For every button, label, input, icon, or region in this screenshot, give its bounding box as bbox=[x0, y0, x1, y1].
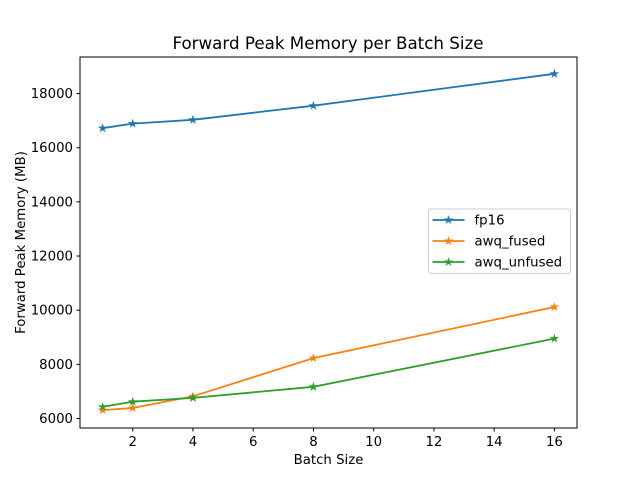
series-marker-awq_fused bbox=[127, 402, 138, 413]
legend-label-fp16: fp16 bbox=[475, 214, 505, 229]
legend-box bbox=[428, 208, 571, 274]
series-line-awq_fused bbox=[101, 306, 556, 412]
legend: fp16 awq_fused awq_unfused bbox=[428, 208, 571, 274]
y-tick-label: 18000 bbox=[31, 87, 73, 102]
series-marker-awq_unfused bbox=[97, 401, 108, 411]
series-marker-fp16 bbox=[127, 118, 138, 128]
series-line-fp16 bbox=[101, 72, 556, 130]
y-tick-label: 16000 bbox=[31, 141, 73, 156]
chart-title: Forward Peak Memory per Batch Size bbox=[172, 33, 483, 53]
axes-frame bbox=[79, 56, 578, 429]
x-tick-label: 4 bbox=[189, 435, 197, 450]
x-tick-label: 12 bbox=[425, 435, 442, 450]
legend-label-awq_fused: awq_fused bbox=[475, 235, 546, 250]
y-axis-label: Forward Peak Memory (MB) bbox=[14, 151, 29, 334]
series-marker-fp16 bbox=[549, 68, 560, 78]
x-axis-label: Batch Size bbox=[294, 453, 364, 468]
series-marker-awq_unfused bbox=[127, 396, 138, 406]
series-marker-fp16 bbox=[188, 114, 198, 124]
y-tick-label: 12000 bbox=[31, 250, 73, 265]
y-tick-label: 14000 bbox=[31, 195, 73, 210]
legend-label-awq_unfused: awq_unfused bbox=[475, 256, 563, 271]
legend-marker-awq_fused bbox=[443, 236, 454, 246]
legend-marker-awq_unfused bbox=[443, 257, 454, 267]
series-marker-awq_fused bbox=[97, 405, 108, 415]
y-tick-label: 10000 bbox=[31, 304, 73, 319]
series-marker-fp16 bbox=[308, 100, 319, 110]
x-tick-label: 14 bbox=[486, 435, 503, 450]
x-tick-label: 2 bbox=[128, 435, 136, 450]
y-tick-label: 8000 bbox=[39, 358, 73, 373]
legend-marker-fp16 bbox=[443, 215, 454, 225]
plot-area: 2 4 6 8 10 12 14 16 6000 8000 10000 12000 14000 16000… bbox=[31, 56, 578, 450]
series-marker-fp16 bbox=[97, 123, 108, 133]
series-marker-awq_fused bbox=[308, 353, 319, 363]
series-marker-awq_unfused bbox=[308, 381, 319, 391]
series-line-awq_unfused bbox=[101, 337, 556, 408]
x-tick-label: 16 bbox=[546, 435, 563, 450]
series-marker-awq_unfused bbox=[549, 333, 560, 343]
series-marker-awq_unfused bbox=[188, 392, 198, 402]
x-tick-label: 8 bbox=[309, 435, 317, 450]
x-tick-label: 6 bbox=[249, 435, 257, 450]
y-tick-label: 6000 bbox=[39, 412, 73, 427]
x-tick-label: 10 bbox=[365, 435, 382, 450]
series-marker-awq_fused bbox=[549, 301, 560, 311]
